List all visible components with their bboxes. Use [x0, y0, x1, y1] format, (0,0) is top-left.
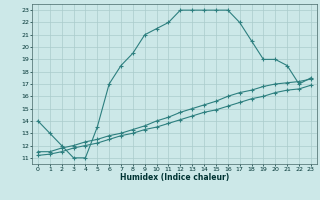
X-axis label: Humidex (Indice chaleur): Humidex (Indice chaleur) [120, 173, 229, 182]
